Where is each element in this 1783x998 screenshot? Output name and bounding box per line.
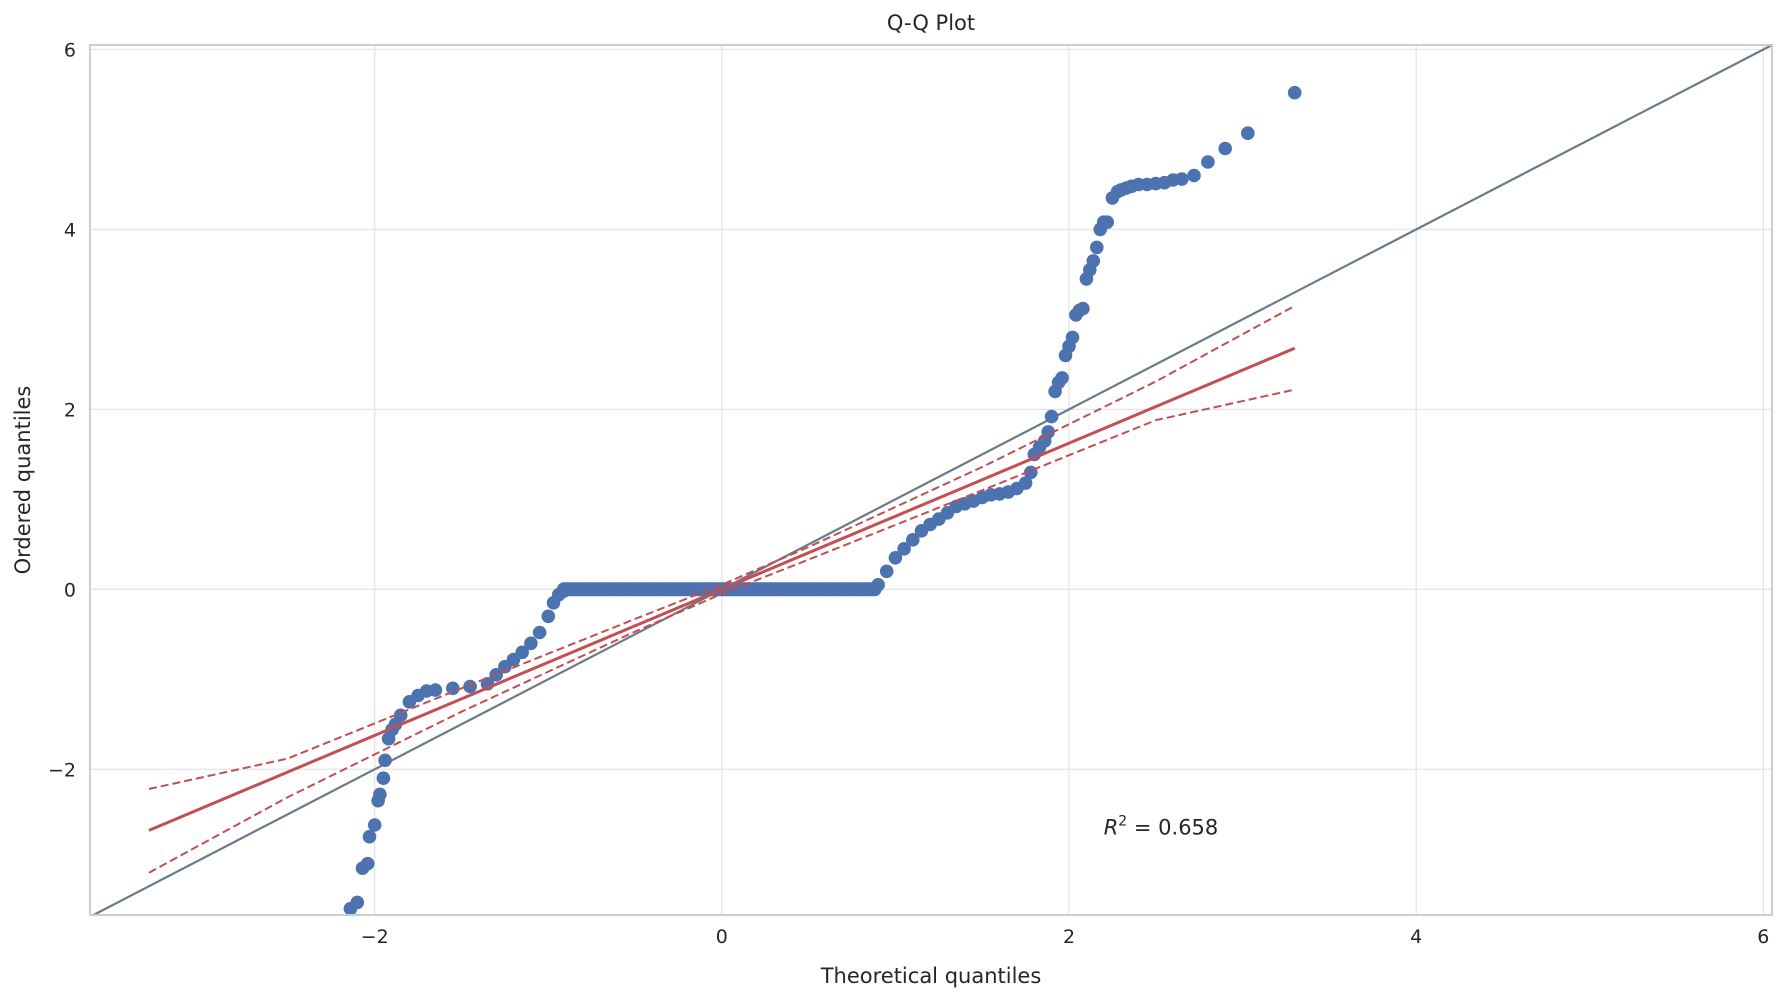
- sample-point: [362, 829, 377, 844]
- sample-point: [515, 645, 529, 660]
- plot-frame: [89, 44, 1773, 916]
- grid-lines: [90, 45, 1772, 915]
- sample-point: [524, 636, 538, 651]
- sample-point: [373, 787, 387, 802]
- sample-point: [663, 582, 677, 597]
- sample-point: [360, 856, 375, 871]
- sample-point: [836, 582, 851, 597]
- sample-point: [871, 578, 885, 592]
- sample-point: [1287, 85, 1302, 100]
- reference-line: [91, 45, 1772, 915]
- sample-point: [645, 582, 660, 597]
- sample-point: [1100, 215, 1114, 229]
- r-squared-exponent: 2: [1118, 814, 1127, 830]
- ci-lower-line: [148, 388, 1295, 874]
- x-tick-label: 0: [716, 926, 728, 948]
- x-tick-label: 6: [1757, 926, 1769, 948]
- sample-point: [801, 582, 816, 597]
- fit-line: [148, 346, 1296, 832]
- sample-point: [576, 582, 590, 597]
- sample-point: [1175, 172, 1189, 186]
- sample-point: [1065, 330, 1080, 345]
- sample-point: [680, 582, 694, 597]
- x-tick-label: −2: [361, 926, 389, 948]
- sample-point: [367, 818, 382, 832]
- r-squared-annotation: R2 = 0.658: [1104, 814, 1219, 840]
- sample-point: [1086, 254, 1101, 268]
- sample-point: [853, 582, 868, 597]
- chart-title: Q-Q Plot: [887, 11, 975, 35]
- sample-point: [1018, 476, 1033, 490]
- x-axis-title: Theoretical quantiles: [820, 964, 1042, 988]
- sample-point: [879, 564, 894, 579]
- sample-point: [749, 582, 764, 597]
- tick-labels: −2 0 2 4 6 −2 0 2 4 6: [48, 39, 1769, 948]
- sample-point: [1218, 141, 1232, 156]
- sample-point: [428, 683, 443, 697]
- sample-point: [1076, 301, 1090, 316]
- y-axis-title: Ordered quantiles: [11, 386, 35, 575]
- y-tick-label: −2: [48, 759, 76, 781]
- sample-point: [463, 679, 477, 694]
- y-tick-label: 6: [64, 39, 76, 61]
- plot-area: [91, 45, 1772, 915]
- y-tick-label: 4: [64, 219, 76, 241]
- sample-point: [767, 582, 781, 597]
- sample-point: [819, 582, 833, 597]
- sample-point: [1241, 126, 1255, 140]
- sample-point: [1044, 409, 1059, 424]
- sample-point: [897, 542, 911, 556]
- sample-point: [1187, 168, 1201, 183]
- sample-point: [376, 771, 391, 785]
- ci-upper-line: [148, 305, 1296, 790]
- sample-point: [532, 625, 547, 640]
- x-tick-label: 2: [1063, 926, 1075, 948]
- sample-point: [350, 895, 365, 910]
- r-squared-value: = 0.658: [1127, 816, 1218, 840]
- sample-point: [378, 753, 392, 768]
- x-tick-label: 4: [1410, 926, 1422, 948]
- sample-point: [1055, 371, 1069, 385]
- sample-point: [610, 582, 625, 597]
- sample-point: [732, 582, 746, 597]
- sample-point: [541, 609, 556, 624]
- sample-point: [1090, 240, 1104, 255]
- sample-point: [1201, 155, 1215, 169]
- y-tick-label: 2: [64, 399, 76, 421]
- sample-point: [628, 582, 642, 597]
- sample-point: [888, 551, 903, 565]
- sample-point: [784, 582, 799, 597]
- sample-point: [446, 681, 460, 696]
- y-tick-label: 0: [64, 579, 76, 601]
- sample-point: [906, 533, 920, 547]
- sample-point: [697, 582, 712, 597]
- sample-point: [593, 582, 608, 597]
- r-squared-symbol: R: [1104, 816, 1119, 840]
